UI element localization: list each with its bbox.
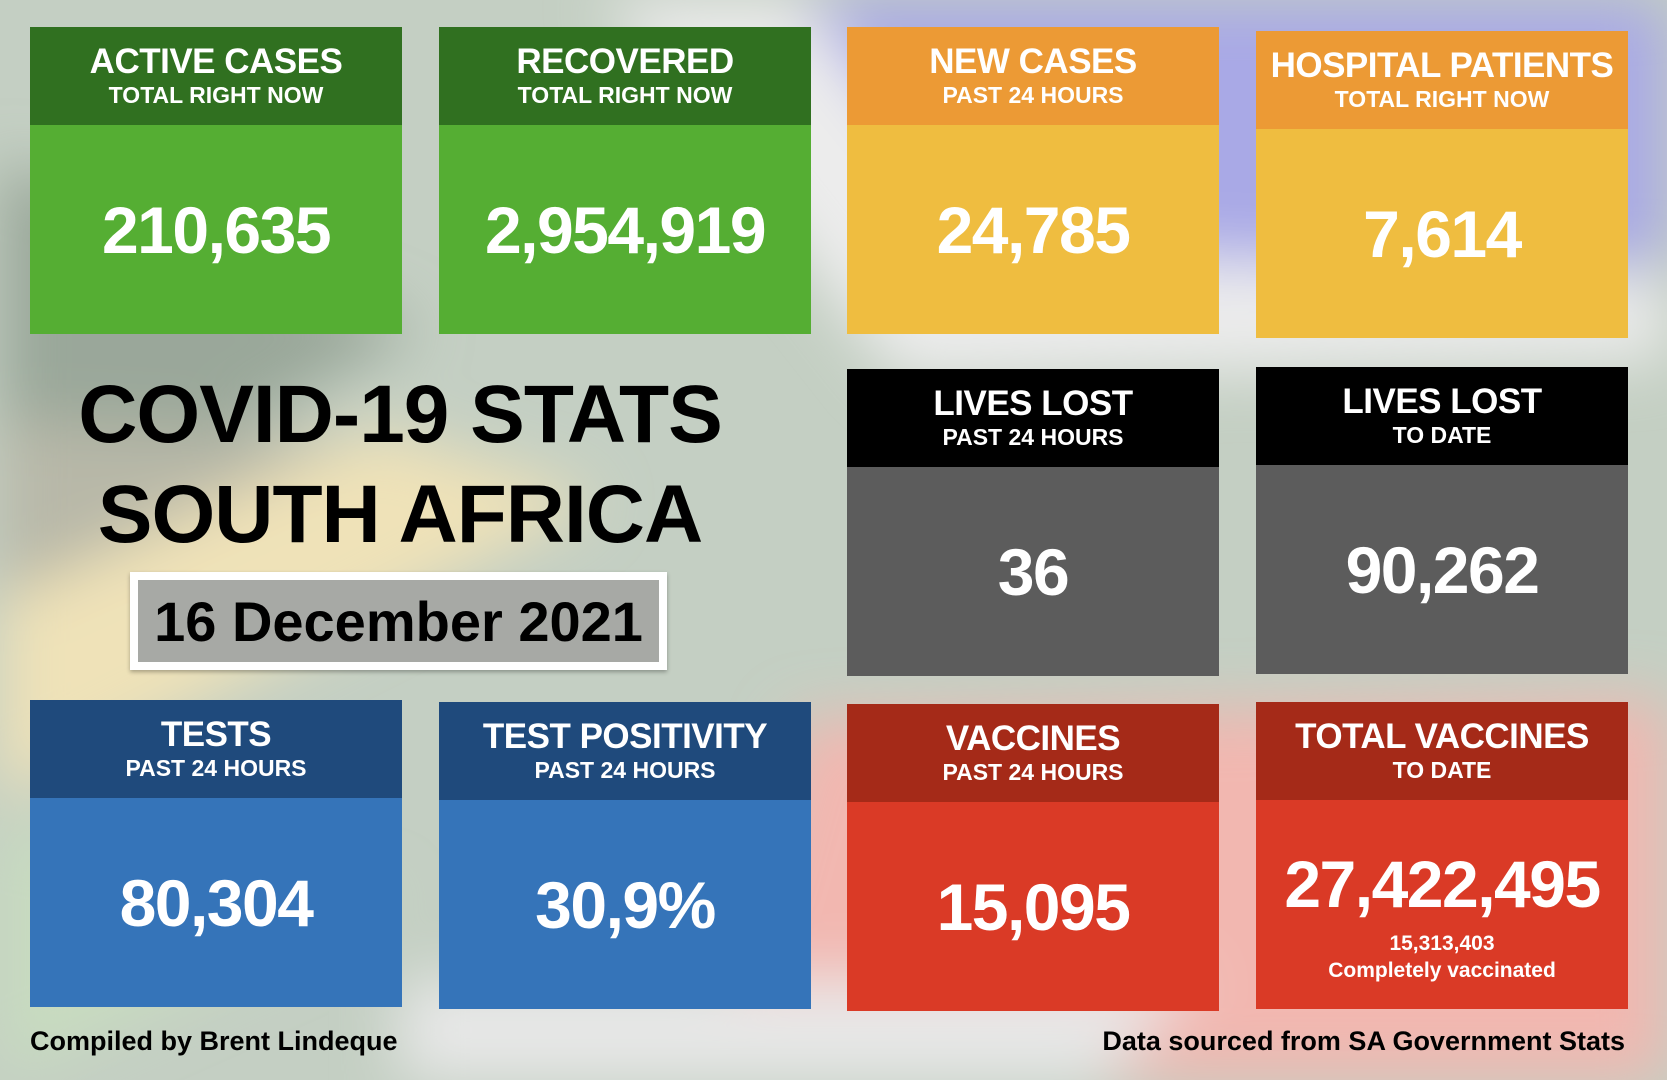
stat-card-body: 36 xyxy=(847,467,1219,676)
stat-value: 7,614 xyxy=(1363,196,1522,271)
stat-subtitle: TO DATE xyxy=(1392,422,1492,448)
stat-subtitle: PAST 24 HOURS xyxy=(942,424,1124,450)
stat-title: LIVES LOST xyxy=(1342,382,1542,421)
date-box: 16 December 2021 xyxy=(130,572,667,670)
title-line-1: COVID-19 STATS xyxy=(78,369,723,460)
stat-title: RECOVERED xyxy=(516,42,734,81)
stat-card-body: 30,9% xyxy=(439,800,811,1009)
stat-value: 24,785 xyxy=(936,192,1131,267)
stat-value: 90,262 xyxy=(1345,532,1540,607)
stat-card: TEST POSITIVITY PAST 24 HOURS 30,9% xyxy=(439,702,811,1009)
stat-card-header: LIVES LOST TO DATE xyxy=(1256,367,1628,465)
stat-card-body: 7,614 xyxy=(1256,129,1628,338)
stat-value: 27,422,495 xyxy=(1284,846,1601,921)
stat-value: 30,9% xyxy=(535,867,716,942)
stat-title: LIVES LOST xyxy=(933,384,1133,423)
stat-value: 15,095 xyxy=(936,869,1131,944)
stat-card-header: ACTIVE CASES TOTAL RIGHT NOW xyxy=(30,27,402,125)
stat-title: ACTIVE CASES xyxy=(89,42,343,81)
title-line-2: SOUTH AFRICA xyxy=(97,469,703,560)
stat-card: RECOVERED TOTAL RIGHT NOW 2,954,919 xyxy=(439,27,811,334)
stat-subtitle: PAST 24 HOURS xyxy=(534,757,716,783)
stat-card-header: RECOVERED TOTAL RIGHT NOW xyxy=(439,27,811,125)
stat-title: TOTAL VACCINES xyxy=(1295,717,1589,756)
stat-card-header: VACCINES PAST 24 HOURS xyxy=(847,704,1219,802)
stat-value: 210,635 xyxy=(101,192,332,267)
stat-subtitle: PAST 24 HOURS xyxy=(942,759,1124,785)
stat-card: TOTAL VACCINES TO DATE 27,422,495 15,313,… xyxy=(1256,702,1628,1009)
date-label: 16 December 2021 xyxy=(138,580,659,662)
stat-subtitle: TO DATE xyxy=(1392,757,1492,783)
stat-value: 80,304 xyxy=(119,865,314,940)
stat-card: LIVES LOST TO DATE 90,262 xyxy=(1256,367,1628,674)
stat-extra-value: 15,313,403 xyxy=(1389,931,1495,955)
stat-subtitle: TOTAL RIGHT NOW xyxy=(517,82,733,108)
stat-card-body: 27,422,495 15,313,403 Completely vaccinate… xyxy=(1256,800,1628,1009)
stat-subtitle: PAST 24 HOURS xyxy=(125,755,307,781)
stat-card: TESTS PAST 24 HOURS 80,304 xyxy=(30,700,402,1007)
stat-title: NEW CASES xyxy=(929,42,1137,81)
stat-card-header: TESTS PAST 24 HOURS xyxy=(30,700,402,798)
stat-card: NEW CASES PAST 24 HOURS 24,785 xyxy=(847,27,1219,334)
footer-source: Data sourced from SA Government Stats xyxy=(1102,1026,1625,1056)
stat-subtitle: TOTAL RIGHT NOW xyxy=(108,82,324,108)
stat-card: ACTIVE CASES TOTAL RIGHT NOW 210,635 xyxy=(30,27,402,334)
stat-subtitle: PAST 24 HOURS xyxy=(942,82,1124,108)
stat-title: VACCINES xyxy=(945,719,1121,758)
stat-card: HOSPITAL PATIENTS TOTAL RIGHT NOW 7,614 xyxy=(1256,31,1628,338)
stat-title: TESTS xyxy=(160,715,272,754)
stat-card-body: 80,304 xyxy=(30,798,402,1007)
stat-card: VACCINES PAST 24 HOURS 15,095 xyxy=(847,704,1219,1011)
stat-subtitle: TOTAL RIGHT NOW xyxy=(1334,86,1550,112)
stat-card-body: 24,785 xyxy=(847,125,1219,334)
stat-card: LIVES LOST PAST 24 HOURS 36 xyxy=(847,369,1219,676)
stat-card-header: TEST POSITIVITY PAST 24 HOURS xyxy=(439,702,811,800)
stat-card-header: TOTAL VACCINES TO DATE xyxy=(1256,702,1628,800)
stat-value: 2,954,919 xyxy=(484,192,767,267)
stat-card-body: 2,954,919 xyxy=(439,125,811,334)
stat-card-body: 15,095 xyxy=(847,802,1219,1011)
stat-card-body: 210,635 xyxy=(30,125,402,334)
stat-extra-label: Completely vaccinated xyxy=(1328,958,1556,982)
footer-credit: Compiled by Brent Lindeque xyxy=(30,1026,398,1056)
stat-card-header: LIVES LOST PAST 24 HOURS xyxy=(847,369,1219,467)
stat-value: 36 xyxy=(997,534,1070,609)
stat-card-header: NEW CASES PAST 24 HOURS xyxy=(847,27,1219,125)
stat-title: TEST POSITIVITY xyxy=(482,717,768,756)
stat-card-header: HOSPITAL PATIENTS TOTAL RIGHT NOW xyxy=(1256,31,1628,129)
stat-card-body: 90,262 xyxy=(1256,465,1628,674)
stat-title: HOSPITAL PATIENTS xyxy=(1270,46,1614,85)
